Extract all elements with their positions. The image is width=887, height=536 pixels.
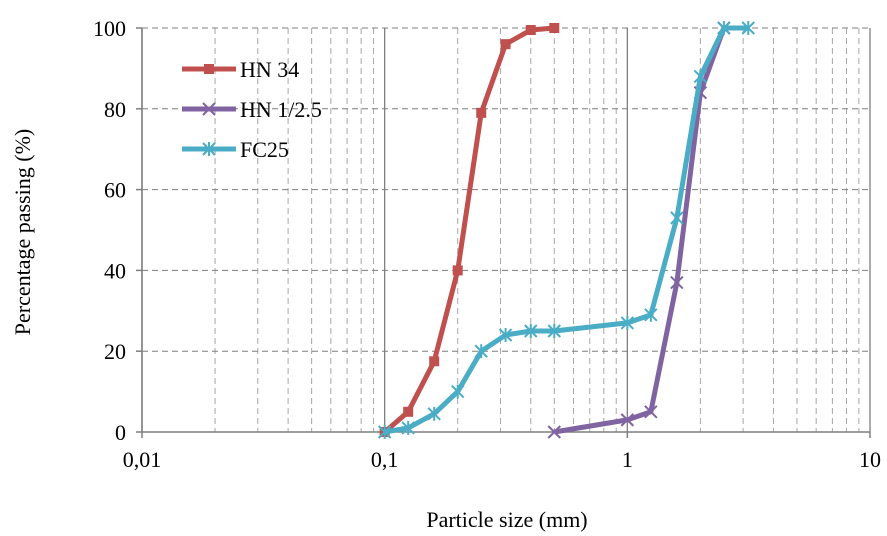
data-point [525,25,536,36]
data-point [670,210,684,225]
data-series [377,21,755,439]
legend-label: HN 1/2.5 [240,97,322,122]
plot-axes [136,27,871,438]
y-tick-label: 20 [104,339,126,364]
data-point [547,425,561,439]
x-tick-label: 0,01 [123,447,162,472]
series-hn-1-2-5 [547,21,731,439]
y-axis-title: Percentage passing (%) [10,129,35,335]
data-point [452,265,463,276]
data-point [476,107,487,118]
legend-item: FC25 [182,137,289,162]
y-tick-label: 100 [93,16,126,41]
grid-lines [141,27,871,432]
legend-item: HN 1/2.5 [182,97,322,122]
data-point [620,315,635,330]
y-tick-label: 60 [104,178,126,203]
data-point [474,344,488,359]
legend-label: HN 34 [240,57,299,82]
legend-swatch-marker [202,102,216,116]
data-point [401,420,415,435]
data-point [500,39,511,50]
legend-label: FC25 [240,137,289,162]
data-point [524,324,538,338]
data-point [429,356,440,367]
x-tick-label: 0,1 [371,447,399,472]
data-point [427,406,441,421]
data-point [547,324,561,338]
legend-swatch-marker [202,142,216,156]
data-point [451,384,465,399]
y-tick-label: 0 [115,420,126,445]
data-point [741,21,755,35]
legend: HN 34 HN 1/2.5 FC25 [182,57,322,162]
legend-item: HN 34 [182,57,299,82]
data-point [670,275,684,290]
x-tick-label: 10 [859,447,881,472]
series-line [553,27,727,435]
data-point [403,406,414,417]
data-point [644,307,658,322]
data-point [377,425,392,439]
data-point [693,69,708,84]
series-fc25 [377,21,755,439]
y-tick-label: 40 [104,258,126,283]
x-tick-label: 1 [622,447,633,472]
data-point [717,21,731,35]
series-line [384,25,749,435]
data-point [644,405,658,419]
data-point [549,23,560,33]
y-tick-label: 80 [104,97,126,122]
data-point [498,328,513,343]
data-point [620,413,635,427]
legend-swatch-marker [204,64,214,74]
x-axis-title: Particle size (mm) [426,507,587,532]
